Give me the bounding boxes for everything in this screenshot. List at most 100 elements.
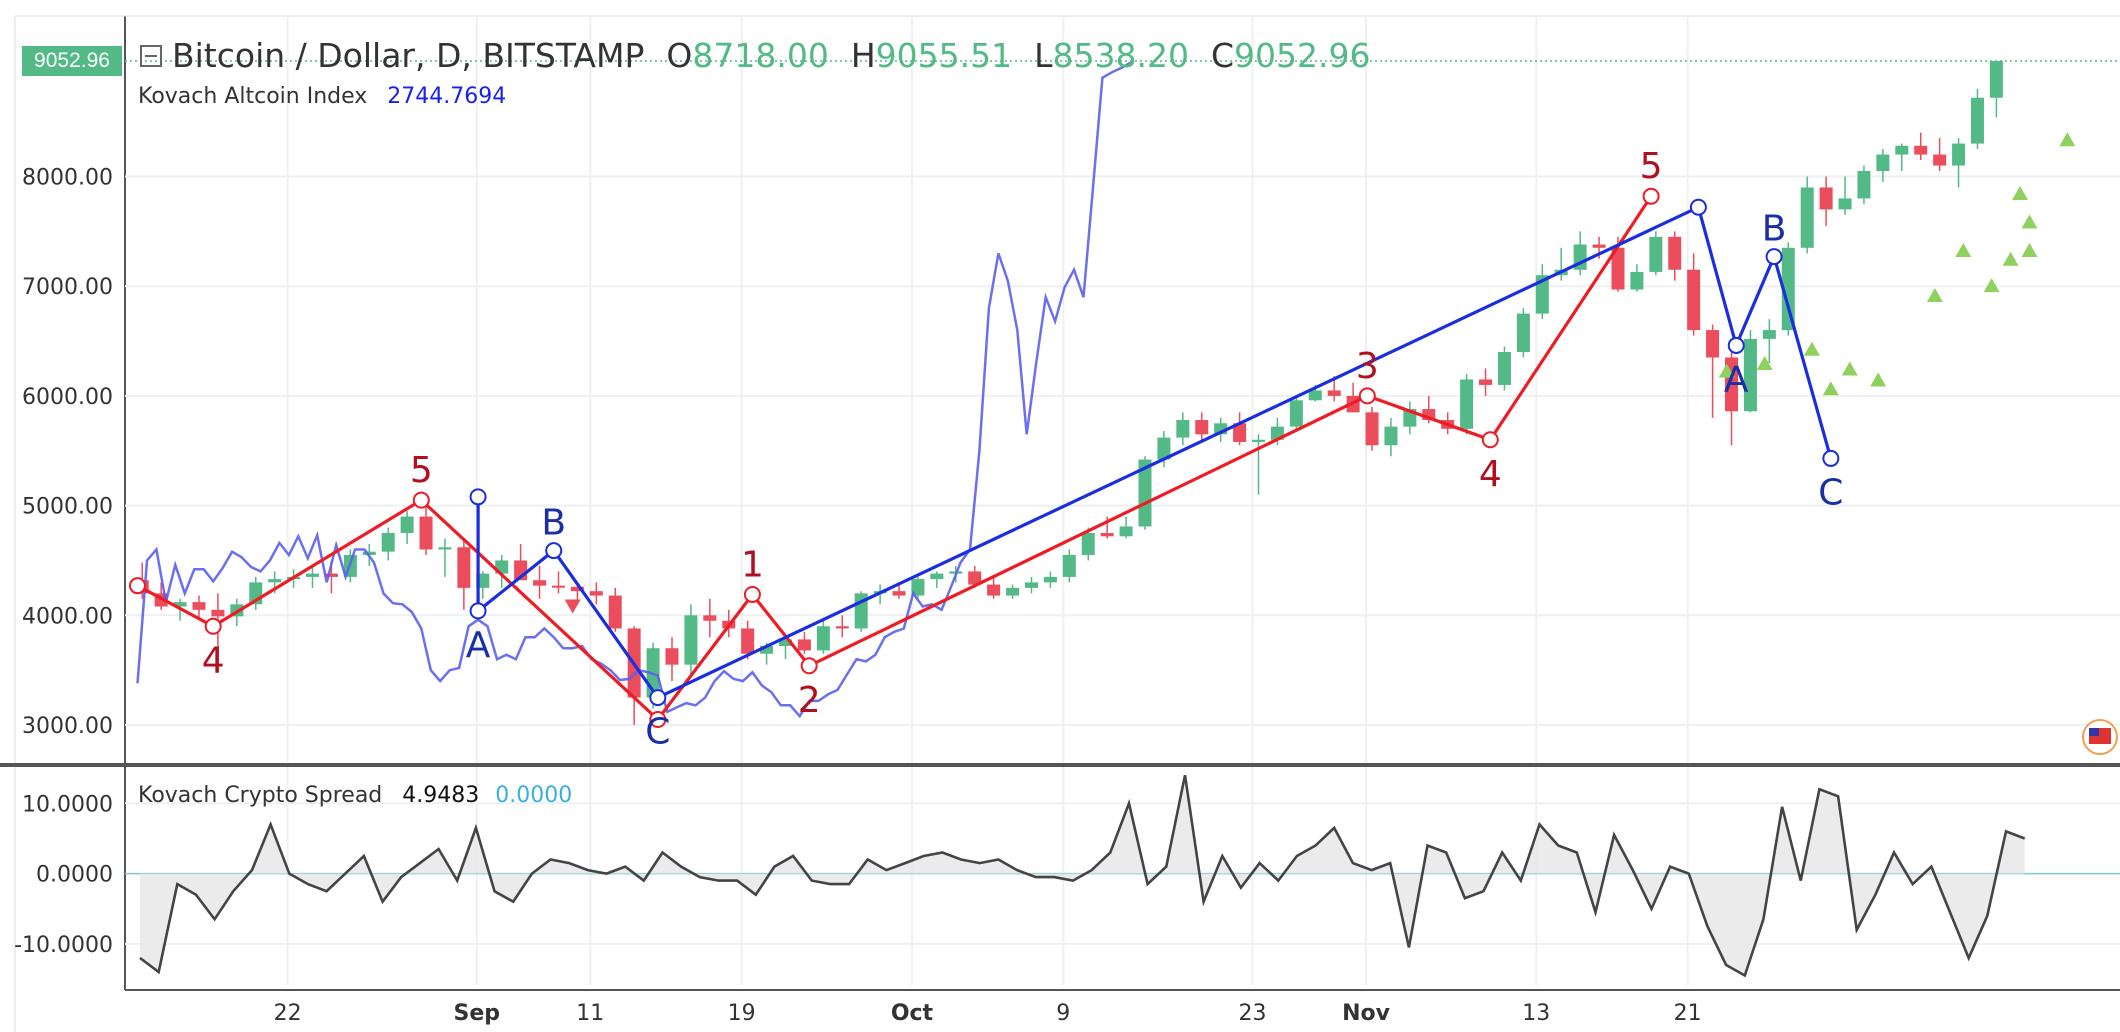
corrective-wave-node (1689, 198, 1707, 216)
candle-body (1195, 420, 1209, 435)
candle-body (703, 615, 717, 621)
candle-body (1157, 437, 1171, 460)
up-triangle-marker (1718, 363, 1735, 378)
candle-body (1100, 533, 1114, 537)
up-triangle-marker (1803, 341, 1820, 356)
impulse-wave-node (412, 491, 430, 509)
candle-body (987, 584, 1001, 596)
candle-body (551, 585, 565, 588)
candle-body (211, 609, 225, 617)
symbol-title[interactable]: Bitcoin / Dollar, D, BITSTAMP (172, 36, 645, 75)
candle-body (1933, 154, 1947, 166)
candle-body (1252, 439, 1266, 442)
x-tick-label: 23 (1239, 1001, 1267, 1026)
candle-body (570, 586, 584, 592)
spread-legend[interactable]: Kovach Crypto Spread 4.9483 0.0000 (138, 783, 572, 808)
candle-body (362, 551, 376, 555)
x-tick-label: 19 (728, 1001, 756, 1026)
candle-body (268, 579, 282, 583)
x-tick-label: 11 (576, 1001, 604, 1026)
candle-body (173, 602, 187, 607)
ohlc-open-value: 8718.00 (692, 36, 829, 75)
spread-value: 4.9483 (402, 783, 480, 808)
up-triangle-marker (1822, 381, 1839, 396)
impulse-wave-label: 2 (798, 680, 821, 721)
candle-body (1176, 420, 1190, 438)
candle-body (1460, 379, 1474, 429)
impulse-wave-node (1358, 387, 1376, 405)
pane-separator (0, 763, 2120, 767)
y-tick-label: 6000.00 (22, 385, 113, 410)
y-tick-label: 3000.00 (22, 714, 113, 739)
up-triangle-marker (2021, 242, 2038, 257)
indicator-legend[interactable]: Kovach Altcoin Index 2744.7694 (138, 84, 506, 109)
candle-body (1668, 236, 1682, 270)
candle-body (1365, 412, 1379, 446)
corrective-wave-node (1822, 449, 1840, 467)
down-triangle-marker (564, 599, 581, 614)
candle-body (930, 573, 944, 580)
candle-body (1611, 247, 1625, 290)
candle-body (911, 579, 925, 596)
candle-body (457, 547, 471, 588)
ohlc-low-value: 8538.20 (1052, 36, 1189, 75)
up-triangle-marker (1955, 242, 1972, 257)
candle-body (1781, 247, 1795, 331)
candle-body (1289, 400, 1303, 427)
candle-body (1308, 390, 1322, 401)
candle-body (1800, 187, 1814, 248)
impulse-wave-node (743, 585, 761, 603)
corrective-wave-label: C (1818, 472, 1843, 513)
candle-body (1687, 269, 1701, 331)
candle-body (1535, 275, 1549, 314)
candle-body (1422, 409, 1436, 421)
candle-body (1970, 97, 1984, 144)
candle-body (1327, 390, 1341, 396)
candle-body (741, 628, 755, 654)
spread-y-tick-label: 0.0000 (36, 863, 113, 888)
candle-body (589, 591, 603, 596)
up-triangle-marker (2059, 132, 2076, 147)
candle-body (1819, 187, 1833, 210)
candle-body (1857, 171, 1871, 199)
corrective-wave-node (1727, 336, 1745, 354)
ohlc-high-key: H (850, 36, 876, 75)
candle-body (760, 646, 774, 654)
impulse-wave-label: 4 (1479, 454, 1502, 495)
collapse-legend-icon[interactable] (140, 44, 162, 67)
candle-body (306, 573, 320, 577)
candle-body (1081, 533, 1095, 555)
candle-body (381, 533, 395, 552)
x-tick-label: 9 (1056, 1001, 1070, 1026)
candle-body (1630, 271, 1644, 290)
candle-body (1062, 554, 1076, 577)
corrective-wave-label: C (645, 712, 670, 753)
candle-body (1479, 379, 1493, 385)
indicator-value: 2744.7694 (387, 84, 507, 109)
y-tick-label: 8000.00 (22, 166, 113, 191)
y-tick-label: 5000.00 (22, 495, 113, 520)
chart-legend: Bitcoin / Dollar, D, BITSTAMP O 8718.00 H… (140, 36, 1371, 75)
spread-y-tick-label: 10.0000 (22, 792, 113, 817)
corrective-wave-node (649, 689, 667, 707)
up-triangle-marker (1841, 361, 1858, 376)
spread-line (139, 774, 2026, 978)
candle-body (324, 573, 338, 577)
x-tick-label: 13 (1522, 1001, 1550, 1026)
candle-body (816, 626, 830, 651)
candle-body (835, 626, 849, 629)
corrective-wave-label: B (541, 503, 566, 544)
candle-body (192, 602, 206, 610)
candle-body (1006, 587, 1020, 596)
corrective-wave-node (469, 602, 487, 620)
candle-body (797, 639, 811, 651)
x-tick-label: Sep (454, 1001, 501, 1026)
candle-body (1895, 145, 1909, 155)
event-flag-canton (2089, 728, 2099, 736)
candle-body (1838, 198, 1852, 210)
candle-body (1138, 459, 1152, 527)
x-tick-label: 21 (1674, 1001, 1702, 1026)
ohlc-close-value: 9052.96 (1234, 36, 1371, 75)
corrective-wave-line (476, 204, 1833, 700)
